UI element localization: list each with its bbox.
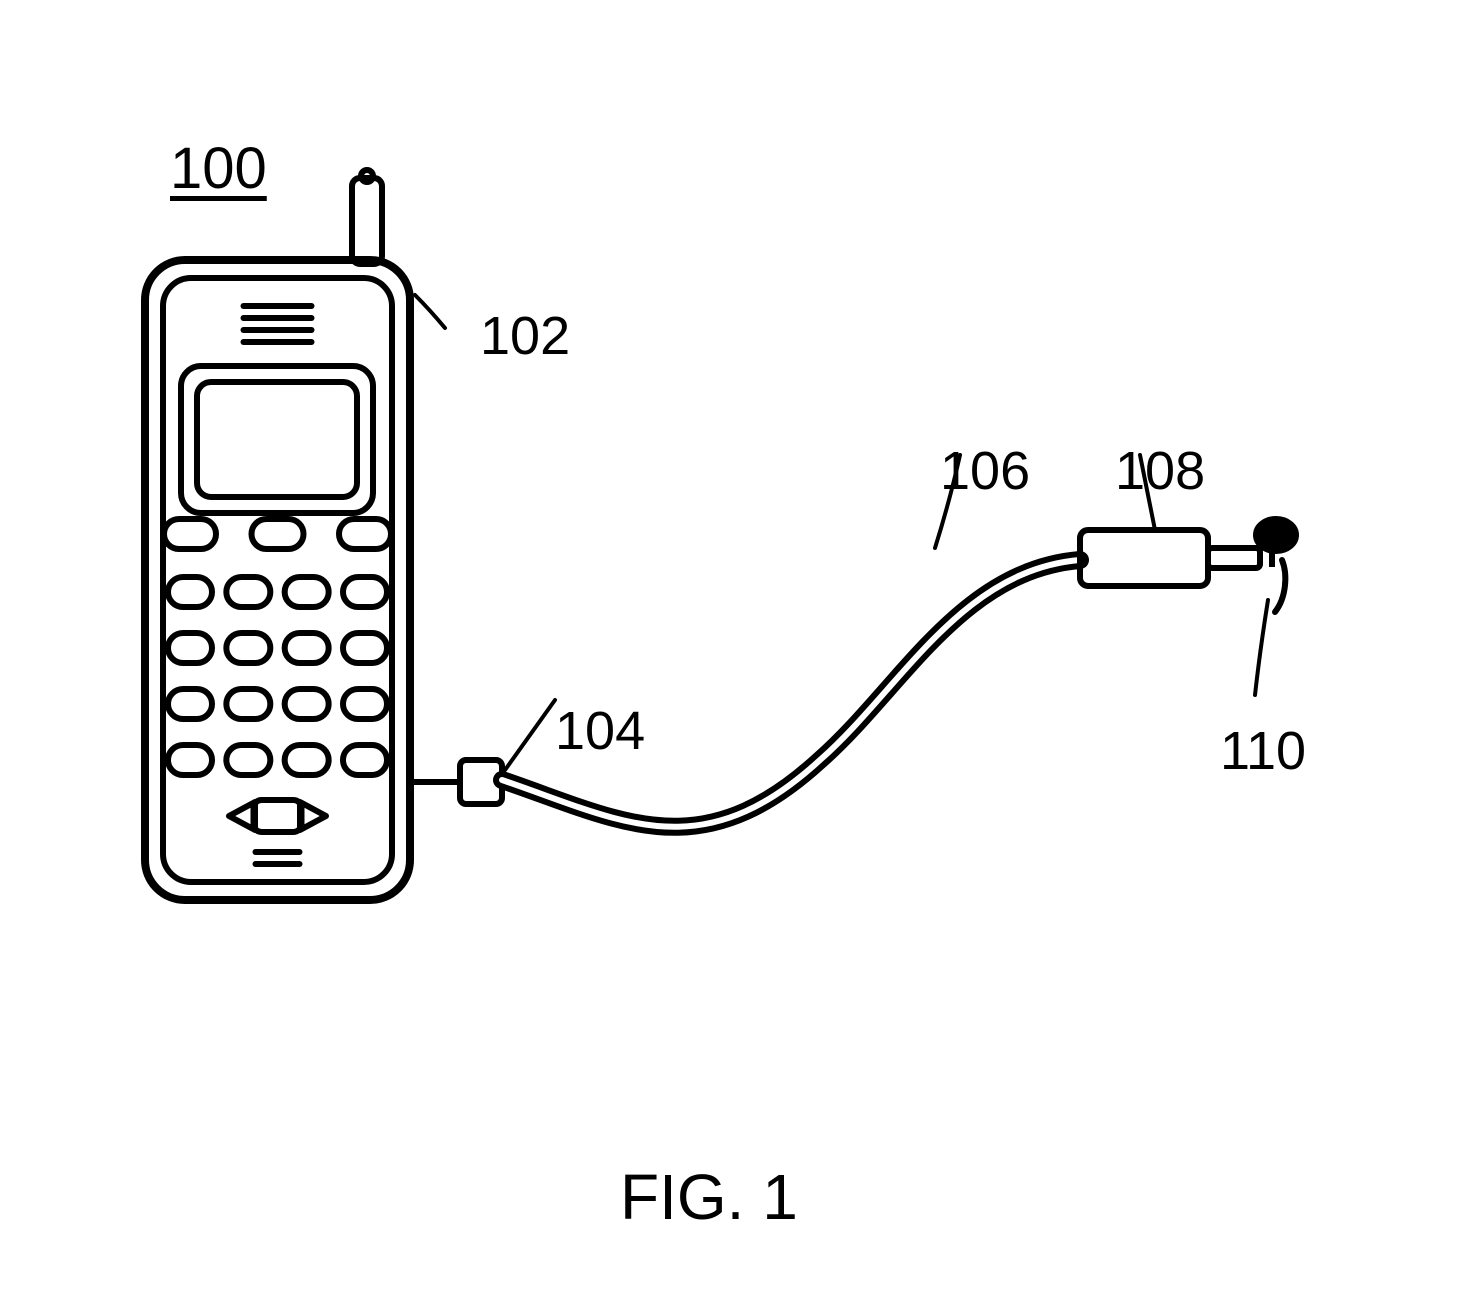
part-label-102: 102 — [480, 305, 570, 367]
figure-canvas: 100 FIG. 1 102 104 106 108 110 — [0, 0, 1475, 1314]
part-label-108: 108 — [1115, 440, 1205, 502]
part-label-110: 110 — [1220, 720, 1306, 782]
part-label-104: 104 — [555, 700, 645, 762]
assembly-ref-label: 100 — [170, 135, 267, 202]
figure-caption: FIG. 1 — [620, 1160, 798, 1234]
part-label-106: 106 — [940, 440, 1030, 502]
